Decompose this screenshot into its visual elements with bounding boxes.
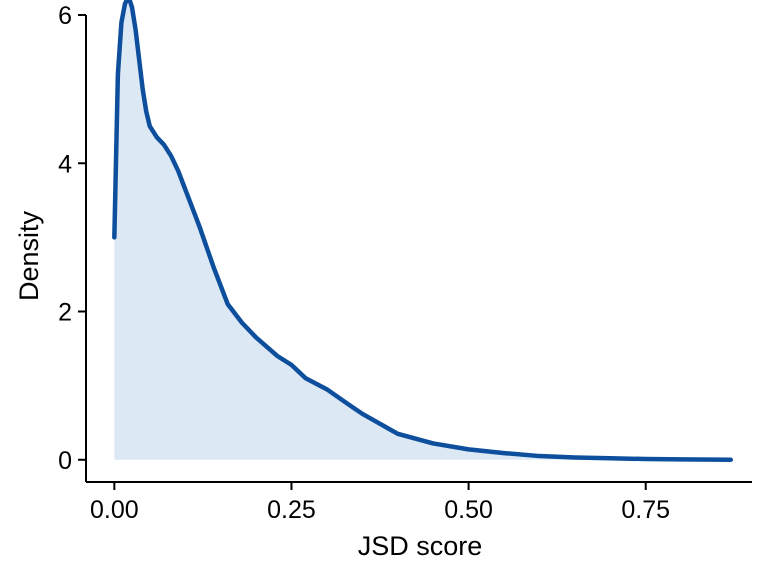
- y-tick-label: 0: [58, 447, 72, 475]
- density-line: [112, 0, 733, 463]
- x-tick-label: 0.50: [444, 496, 493, 524]
- y-ticks: 0 2 4 6: [58, 2, 86, 475]
- y-tick-label: 4: [58, 150, 72, 178]
- y-axis-title: Density: [14, 210, 44, 301]
- x-axis-title: JSD score: [358, 531, 483, 561]
- axes: 0.00 0.25 0.50 0.75 0 2 4 6: [58, 2, 752, 524]
- x-tick-label: 0.00: [90, 496, 139, 524]
- plot-area: [112, 0, 733, 463]
- density-area: [114, 0, 731, 460]
- y-tick-label: 2: [58, 299, 72, 327]
- y-tick-label: 6: [58, 2, 72, 30]
- x-tick-label: 0.25: [267, 496, 316, 524]
- x-ticks: 0.00 0.25 0.50 0.75: [90, 482, 670, 524]
- x-tick-label: 0.75: [621, 496, 670, 524]
